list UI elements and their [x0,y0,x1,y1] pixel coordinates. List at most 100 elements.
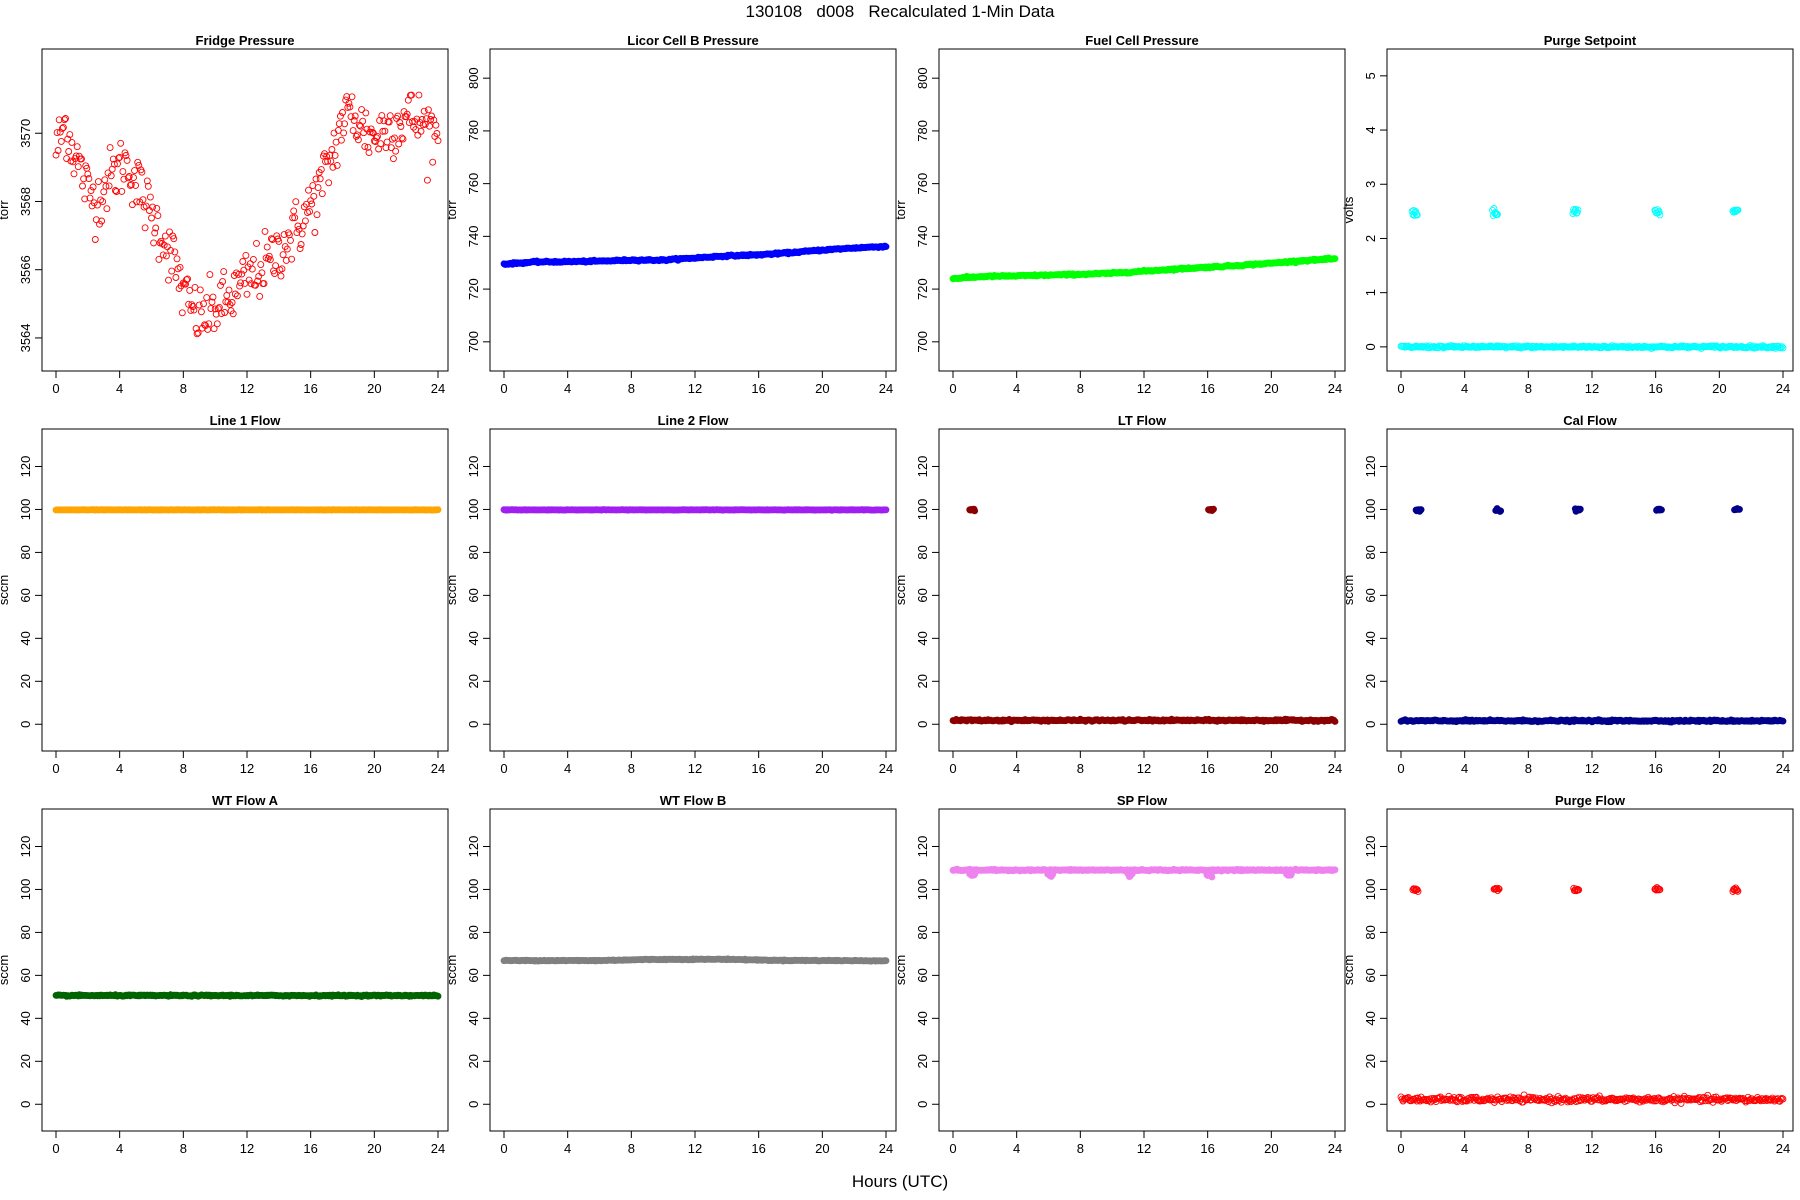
figure-title: 130108 d008 Recalculated 1-Min Data [745,2,1055,21]
data-point [229,310,237,318]
data-point [971,871,979,878]
y-tick-label: 60 [18,968,33,982]
x-tick-label: 0 [500,381,507,396]
data-point [256,292,264,300]
data-point [1049,870,1057,878]
x-tick-label: 12 [1137,381,1151,396]
data-point [265,252,273,260]
plot-frame-purge-setpoint [1386,48,1794,372]
data-point [364,143,372,151]
x-tick-label: 20 [815,381,829,396]
data-point [170,235,178,243]
data-point [302,200,310,208]
x-tick-label: 20 [1712,761,1726,776]
x-tick-label: 20 [367,1141,381,1156]
data-point [1573,209,1581,217]
panel-title-fuel-cell-pressure: Fuel Cell Pressure [1085,33,1198,48]
y-tick-label: 20 [915,1054,930,1068]
x-tick-label: 8 [1077,1141,1084,1156]
panel-title-licor-cell-b-pressure: Licor Cell B Pressure [627,33,759,48]
data-point [150,239,158,247]
data-point [74,163,82,171]
data-point [1519,343,1527,351]
x-tick-label: 0 [52,1141,59,1156]
x-tick-label: 4 [1013,381,1020,396]
data-point [225,286,233,294]
data-point [379,127,387,135]
data-point [115,154,123,162]
x-tick-label: 0 [949,761,956,776]
data-point [377,140,385,148]
data-point [288,255,296,263]
data-point [343,93,351,101]
data-point [353,131,361,139]
data-point [257,261,265,269]
data-point [1208,873,1216,881]
x-tick-label: 20 [815,761,829,776]
data-point [128,201,136,209]
data-point [433,130,441,137]
x-axis-lt-flow: 0 4 8 12 16 20 24 [949,751,1342,776]
x-tick-label: 4 [1013,761,1020,776]
data-point [167,246,175,254]
data-point [168,267,176,275]
data-point [280,231,288,239]
data-point [1734,206,1742,214]
data-point [178,309,186,317]
data-point [110,160,118,168]
x-tick-label: 0 [52,761,59,776]
x-tick-label: 16 [1648,381,1662,396]
x-tick-label: 24 [1776,1141,1790,1156]
data-point [220,268,228,276]
x-tick-label: 24 [431,761,445,776]
data-point [385,118,393,126]
x-axis-wt-flow-a: 0 4 8 12 16 20 24 [52,1131,445,1156]
data-point [1494,210,1501,218]
data-point [426,122,433,130]
data-point [159,251,167,259]
data-point [314,184,322,192]
x-tick-label: 24 [1328,761,1342,776]
y-tick-label: 760 [915,173,930,195]
data-point [92,216,100,224]
data-point [282,256,290,264]
data-point [381,127,389,135]
data-point [271,270,279,278]
x-tick-label: 12 [1585,761,1599,776]
data-point [172,274,180,281]
x-axis-purge-setpoint: 0 4 8 12 16 20 24 [1397,371,1790,396]
y-tick-label: 700 [466,331,481,353]
data-point [317,166,325,174]
x-tick-label: 16 [1648,761,1662,776]
data-point [221,309,229,316]
x-tick-label: 4 [564,381,571,396]
data-point [283,245,291,253]
data-point [418,116,426,123]
x-tick-label: 16 [1200,1141,1214,1156]
data-point [360,129,368,137]
y-tick-label: 40 [466,1011,481,1025]
data-points-fuel-cell-pressure [949,254,1339,283]
y-tick-label: 3568 [18,187,33,216]
y-tick-label: 760 [466,173,481,195]
data-point [396,119,404,126]
x-tick-label: 8 [1077,761,1084,776]
data-point [278,265,286,273]
y-tick-label: 40 [915,631,930,645]
data-point [248,265,256,273]
data-point [394,112,402,120]
data-point [263,243,271,251]
y-tick-label: 3566 [18,255,33,284]
data-point [1493,342,1500,350]
x-tick-label: 8 [1525,761,1532,776]
y-tick-label: 740 [915,226,930,248]
x-tick-label: 24 [1328,1141,1342,1156]
x-tick-label: 12 [1137,1141,1151,1156]
data-point [146,193,154,201]
y-tick-label: 80 [915,925,930,939]
